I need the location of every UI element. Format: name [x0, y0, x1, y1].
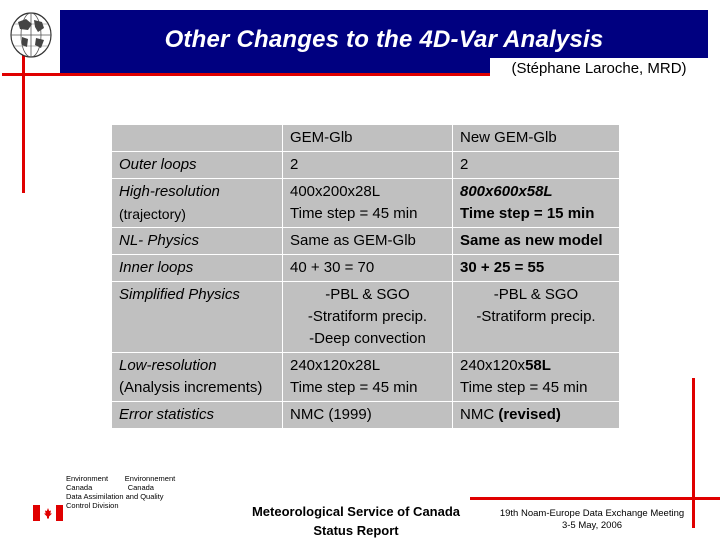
footer-meeting: 19th Noam-Europe Data Exchange Meeting 3…: [488, 508, 696, 532]
page-title: Other Changes to the 4D-Var Analysis: [164, 26, 604, 53]
footer-organization: Meteorological Service of Canada: [251, 504, 461, 519]
new-text-bold: (revised): [498, 406, 561, 423]
row-label: NL- Physics: [111, 227, 283, 255]
gem-line: 400x200x28L: [290, 183, 381, 200]
canada-flag-icon: [33, 505, 63, 521]
new-line: Time step = 45 min: [460, 379, 588, 396]
gem-cell: 400x200x28L Time step = 45 min: [282, 178, 453, 228]
author-credit: (Stéphane Laroche, MRD): [511, 60, 687, 77]
new-line: 800x600x58L: [460, 183, 553, 200]
table-row: Outer loops 2 2: [111, 151, 620, 179]
gem-cell: 2: [282, 151, 453, 179]
new-cell: Same as new model: [452, 227, 620, 255]
row-sublabel: (Analysis increments): [119, 379, 263, 396]
row-label: Low-resolution: [119, 357, 217, 374]
new-line: -Stratiform precip.: [476, 308, 596, 325]
table-header-row: GEM-Glb New GEM-Glb: [111, 124, 620, 152]
table-row: High-resolution (trajectory) 400x200x28L…: [111, 178, 620, 228]
new-cell: NMC (revised): [452, 401, 620, 429]
gem-line: 240x120x28L: [290, 357, 381, 374]
new-cell: 240x120x58L Time step = 45 min: [452, 352, 620, 402]
row-label-cell: High-resolution (trajectory): [111, 178, 283, 228]
row-label: Inner loops: [111, 254, 283, 282]
row-sublabel: (trajectory): [119, 206, 186, 222]
footer-center: Meteorological Service of Canada Status …: [236, 502, 476, 540]
footer-report: Status Report: [313, 523, 399, 538]
new-cell: 800x600x58L Time step = 15 min: [452, 178, 620, 228]
table-row: Error statistics NMC (1999) NMC (revised…: [111, 401, 620, 429]
gem-line: -Deep convection: [309, 330, 426, 347]
gem-line: Time step = 45 min: [290, 205, 418, 222]
department-line: Canada Canada: [66, 483, 154, 492]
department-line: Environment Environnement: [66, 474, 176, 483]
subtitle-box: [490, 58, 708, 81]
new-cell: 2: [452, 151, 620, 179]
new-line: 240x120x58L: [460, 355, 612, 377]
table-row: Inner loops 40 + 30 = 70 30 + 25 = 55: [111, 254, 620, 282]
meeting-name: 19th Noam-Europe Data Exchange Meeting: [499, 508, 685, 519]
gem-cell: NMC (1999): [282, 401, 453, 429]
gem-line: Time step = 45 min: [290, 379, 418, 396]
department-line: Control Division: [66, 501, 119, 510]
table-row: NL- Physics Same as GEM-Glb Same as new …: [111, 227, 620, 255]
new-cell: -PBL & SGO -Stratiform precip.: [452, 281, 620, 353]
globe-icon: [10, 12, 52, 58]
gem-cell: 40 + 30 = 70: [282, 254, 453, 282]
new-line: -PBL & SGO: [493, 286, 579, 303]
department-line: Data Assimilation and Quality: [66, 492, 164, 501]
new-text-bold: 58L: [525, 357, 551, 374]
meeting-date: 3-5 May, 2006: [561, 520, 623, 531]
red-line-horizontal-bottom: [470, 497, 720, 500]
red-line-vertical-left: [22, 38, 25, 193]
gem-line: -Stratiform precip.: [307, 308, 428, 325]
row-label-cell: Low-resolution (Analysis increments): [111, 352, 283, 402]
table-row: Low-resolution (Analysis increments) 240…: [111, 352, 620, 402]
header-cell-empty: [111, 124, 283, 152]
header-cell-gem-glb: GEM-Glb: [282, 124, 453, 152]
red-line-vertical-right: [692, 378, 695, 528]
gem-cell: 240x120x28L Time step = 45 min: [282, 352, 453, 402]
red-line-horizontal-top: [2, 73, 508, 76]
row-label: Simplified Physics: [111, 281, 283, 353]
gem-line: -PBL & SGO: [325, 286, 410, 303]
gem-cell: Same as GEM-Glb: [282, 227, 453, 255]
row-label: Outer loops: [111, 151, 283, 179]
new-cell: 30 + 25 = 55: [452, 254, 620, 282]
row-label: High-resolution: [119, 183, 220, 200]
row-label: Error statistics: [111, 401, 283, 429]
new-text-plain: 240x120x: [460, 357, 526, 374]
new-line: Time step = 15 min: [460, 205, 595, 222]
new-text-plain: NMC: [460, 406, 499, 423]
header-cell-new-gem-glb: New GEM-Glb: [452, 124, 620, 152]
department-credit: Environment Environnement Canada Canada …: [66, 474, 175, 510]
comparison-table: GEM-Glb New GEM-Glb Outer loops 2 2 High…: [111, 124, 620, 429]
table-row: Simplified Physics -PBL & SGO -Stratifor…: [111, 281, 620, 353]
gem-cell: -PBL & SGO -Stratiform precip. -Deep con…: [282, 281, 453, 353]
